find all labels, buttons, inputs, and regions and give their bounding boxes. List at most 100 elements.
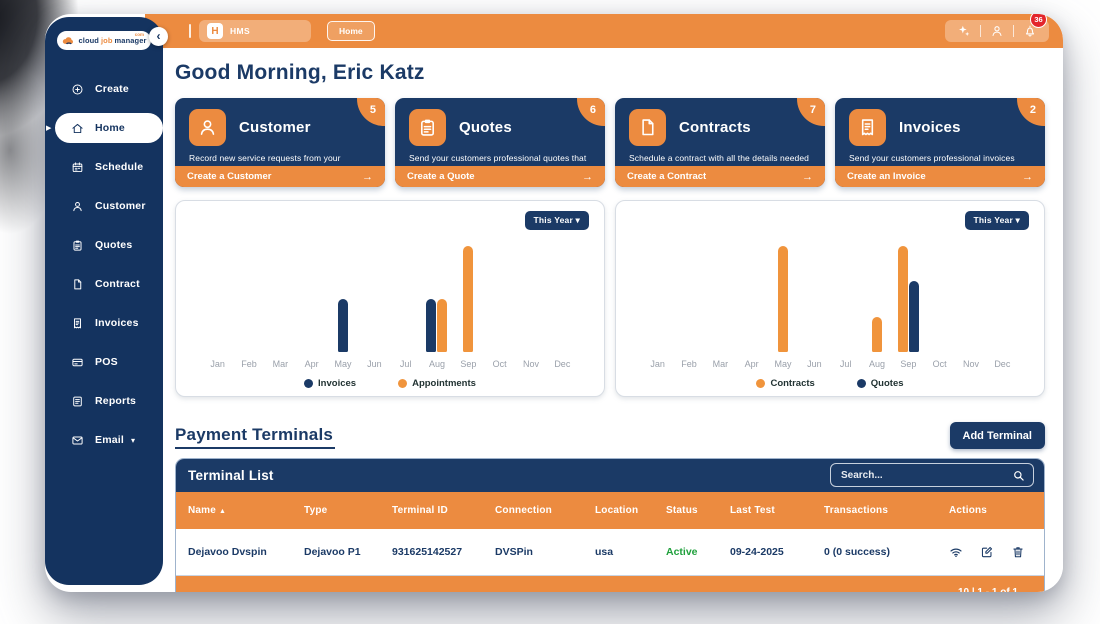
column-header-location[interactable]: Location [595,505,639,516]
sparkles-icon[interactable] [957,24,971,38]
sidebar-item-label: Reports [95,395,137,407]
cell-type: Dejavoo P1 [304,546,361,558]
card-cta[interactable]: Create a Customer → [175,166,385,187]
sidebar-item-create[interactable]: Create [55,74,163,104]
month-slot [547,242,578,352]
main-content: Good Morning, Eric Katz 5 Customer Record … [163,48,1063,592]
sidebar-collapse-button[interactable]: ‹ [149,27,168,46]
sidebar-item-label: POS [95,356,118,368]
add-terminal-button[interactable]: Add Terminal [949,422,1045,449]
column-header-transactions[interactable]: Transactions [824,505,889,516]
count-value: 5 [369,104,376,116]
card-cta[interactable]: Create an Invoice → [835,166,1045,187]
bar-invoices-aug [426,299,437,352]
month-slot [767,242,798,352]
column-header-connection[interactable]: Connection [495,505,552,516]
arrow-right-icon: → [362,170,373,183]
table-pagination-bar[interactable]: 10 | 1 - 1 of 1 [176,576,1044,592]
month-slot [673,242,704,352]
chart-range-dropdown[interactable]: This Year ▾ [524,211,589,230]
sidebar-item-contract[interactable]: Contract [55,269,163,299]
x-tick: Mar [712,359,729,369]
x-tick: Jan [650,359,665,369]
workspace-label: HMS [230,26,251,36]
sidebar-item-pos[interactable]: POS [55,347,163,377]
chart-plot [202,242,578,352]
summary-card-invoices: 2 Invoices Send your customers professiona… [835,98,1045,187]
sidebar-item-label: Schedule [95,161,144,173]
notification-badge: 36 [1030,14,1047,28]
cell-transactions: 0 (0 success) [824,546,890,558]
x-axis-labels: Jan Feb Mar Apr May Jun Jul Aug Sep Oct Nov Dec [642,359,1018,369]
calendar-icon [71,161,84,174]
month-slot [799,242,830,352]
sidebar-item-quotes[interactable]: Quotes [55,230,163,260]
card-cta-label: Create a Customer [187,171,272,182]
card-cta[interactable]: Create a Quote → [395,166,605,187]
workspace-tab-hms[interactable]: H HMS [199,20,311,42]
mail-icon [71,434,84,447]
x-tick: Oct [492,359,507,369]
terminal-search-box [830,463,1034,487]
month-slot [893,242,924,352]
sidebar-menu: Create ▶ Home Schedule Customer Quotes Contrac… [45,74,163,455]
contract-icon [629,109,666,146]
x-tick: Jan [210,359,225,369]
column-header-actions[interactable]: Actions [949,505,988,516]
month-slot [265,242,296,352]
sidebar-item-schedule[interactable]: Schedule [55,152,163,182]
clipboard-icon [409,109,446,146]
cell-location: usa [595,546,614,558]
notifications-bell-icon[interactable] [1023,24,1037,38]
search-input[interactable] [841,469,1012,481]
chart-card-2: This Year ▾ Jan Feb Mar Apr May Jun Jul Aug Sep Oc… [615,200,1045,397]
sidebar-item-reports[interactable]: Reports [55,386,163,416]
column-header-last-test[interactable]: Last Test [730,505,775,516]
column-header-type[interactable]: Type [304,505,328,516]
sidebar-item-label: Customer [95,200,146,212]
arrow-right-icon: → [802,170,813,183]
home-tab-button[interactable]: Home [327,21,375,41]
cell-status: Active [666,546,698,558]
x-tick: Dec [554,359,571,369]
topbar-icon-group: 36 [945,14,1049,42]
month-slot [421,242,452,352]
card-cta-label: Create a Quote [407,171,475,182]
edit-icon[interactable] [980,545,994,559]
cell-connection: DVSPin [495,546,533,558]
terminal-list-panel: Terminal List Name▲ Type Terminal ID Connec… [175,458,1045,592]
logo-part-job: job [100,36,113,45]
month-slot [987,242,1018,352]
summary-card-customer: 5 Customer Record new service requests fro… [175,98,385,187]
panel-title: Terminal List [188,468,274,483]
chart-legend: Contracts Quotes [616,378,1044,389]
search-icon[interactable] [1012,469,1025,482]
month-slot [390,242,421,352]
sidebar-item-email[interactable]: Email ▾ [55,425,163,455]
plus-circle-icon [71,83,84,96]
sidebar-item-label: Quotes [95,239,133,251]
summary-card-contracts: 7 Contracts Schedule a contract with all t… [615,98,825,187]
column-header-terminal-id[interactable]: Terminal ID [392,505,448,516]
sidebar-item-invoices[interactable]: Invoices [55,308,163,338]
logo-part-manager: manager [114,36,147,45]
chart-range-dropdown[interactable]: This Year ▾ [964,211,1029,230]
x-tick: Nov [522,359,539,369]
sidebar-item-home[interactable]: ▶ Home [46,113,163,143]
card-cta[interactable]: Create a Contract → [615,166,825,187]
app-logo[interactable]: cloud job manager com [57,31,151,50]
month-slot [736,242,767,352]
x-tick: Jun [807,359,822,369]
column-header-name[interactable]: Name ▲ [188,505,227,516]
month-slot [515,242,546,352]
column-header-status[interactable]: Status [666,505,698,516]
card-title: Customer [239,119,311,136]
trash-icon[interactable] [1011,545,1025,559]
sidebar-item-customer[interactable]: Customer [55,191,163,221]
clipboard-icon [71,239,84,252]
report-icon [71,395,84,408]
profile-icon[interactable] [990,24,1004,38]
wifi-icon[interactable] [949,545,963,559]
invoice-icon [849,109,886,146]
